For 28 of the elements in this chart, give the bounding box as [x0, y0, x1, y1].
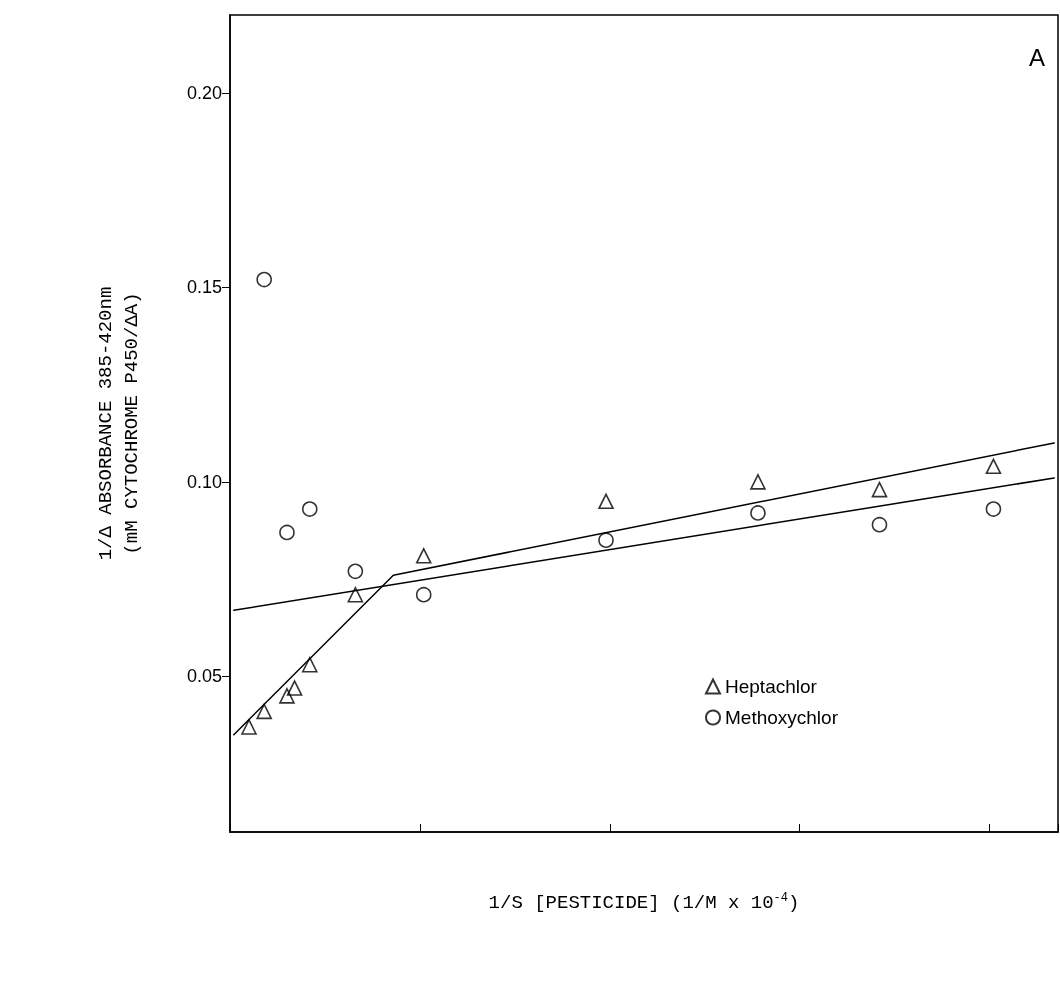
point	[871, 481, 888, 498]
point	[286, 680, 303, 696]
annotation: A	[1028, 43, 1046, 71]
point	[415, 547, 432, 564]
point	[347, 563, 364, 580]
point	[598, 493, 614, 510]
y-tick-label: 0.05	[186, 666, 222, 687]
point	[301, 501, 318, 517]
point	[279, 524, 295, 541]
y-axis-title: 1/Δ ABSORBANCE 385-420nm (mM CYTOCHROME P450/ΔA)	[95, 286, 143, 561]
point	[241, 719, 257, 735]
point	[347, 586, 364, 603]
point	[415, 586, 432, 603]
legend-label: Heptachlor	[725, 676, 818, 697]
point	[750, 474, 766, 490]
point	[985, 501, 1002, 517]
point	[598, 532, 614, 549]
y-tick-label: 0.10	[186, 471, 222, 492]
point	[871, 516, 888, 533]
point	[750, 505, 766, 521]
point	[256, 271, 272, 288]
y-tick-label: 0.20	[186, 82, 222, 103]
point	[985, 458, 1002, 475]
point	[256, 703, 272, 720]
y-tick-label: 0.15	[186, 277, 222, 298]
point	[279, 688, 295, 704]
legend-label: Methoxychlor	[725, 707, 839, 728]
point	[301, 656, 318, 673]
